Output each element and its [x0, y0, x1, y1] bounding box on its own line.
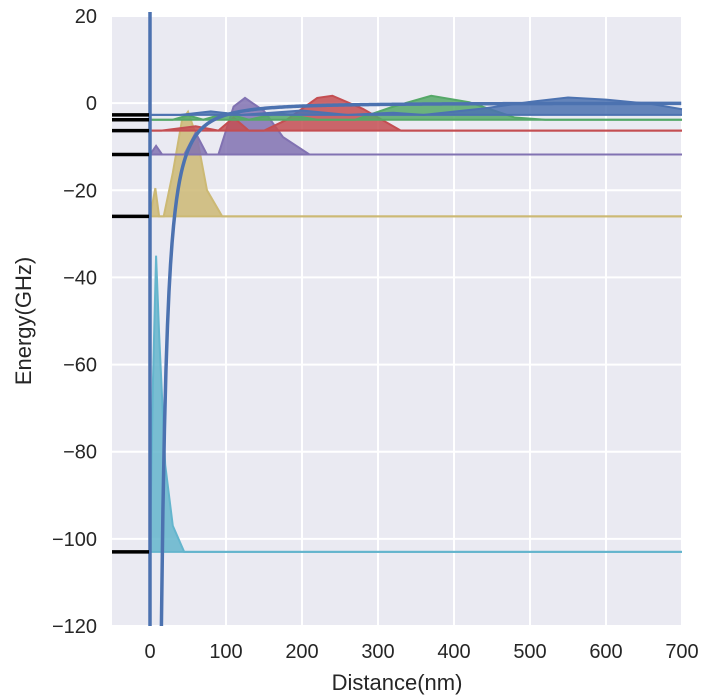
- potential-curve: [159, 101, 682, 627]
- y-tick-label: −100: [52, 529, 97, 551]
- x-tick-label: 700: [665, 641, 698, 663]
- y-tick-label: −60: [63, 355, 97, 377]
- y-tick-label: −80: [63, 442, 97, 464]
- y-tick-label: −40: [63, 267, 97, 289]
- x-tick-label: 300: [361, 641, 394, 663]
- y-tick-label: 20: [75, 6, 97, 28]
- y-tick-label: 0: [86, 93, 97, 115]
- x-tick-label: 600: [589, 641, 622, 663]
- x-tick-label: 400: [437, 641, 470, 663]
- y-tick-label: −20: [63, 180, 97, 202]
- wavefunction-fill: [150, 111, 682, 217]
- wavefunction-line: [150, 94, 682, 132]
- wavefunction-fill: [150, 97, 682, 155]
- wavefunction-fill: [150, 95, 682, 120]
- wavefunction-line: [150, 96, 683, 116]
- x-tick-label: 200: [285, 641, 318, 663]
- y-axis-label: Energy(GHz): [11, 257, 36, 385]
- x-tick-label: 100: [209, 641, 242, 663]
- x-tick-label: 0: [144, 641, 155, 663]
- wavefunction-line: [149, 255, 682, 553]
- potential-layer: [148, 12, 682, 627]
- level-markers: [112, 113, 149, 554]
- x-tick-label: 500: [513, 641, 546, 663]
- tick-labels: 0 100 200 300 400 500 600 700−120−100−80−60−40−…: [52, 6, 699, 663]
- y-tick-label: −120: [52, 616, 97, 638]
- x-axis-label: Distance(nm): [332, 670, 463, 695]
- wavefunction-line: [149, 96, 682, 156]
